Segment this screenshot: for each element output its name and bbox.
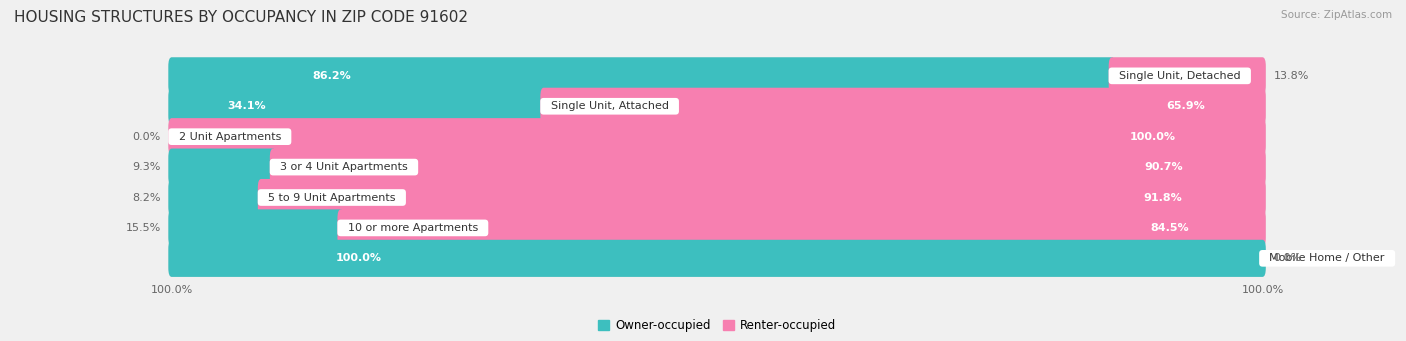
Text: HOUSING STRUCTURES BY OCCUPANCY IN ZIP CODE 91602: HOUSING STRUCTURES BY OCCUPANCY IN ZIP C… — [14, 10, 468, 25]
Text: Single Unit, Detached: Single Unit, Detached — [1112, 71, 1247, 81]
FancyBboxPatch shape — [169, 57, 1265, 94]
FancyBboxPatch shape — [337, 209, 1265, 247]
FancyBboxPatch shape — [169, 149, 277, 186]
FancyBboxPatch shape — [169, 118, 1265, 155]
FancyBboxPatch shape — [169, 118, 1265, 155]
FancyBboxPatch shape — [169, 179, 264, 216]
FancyBboxPatch shape — [540, 88, 1265, 125]
Text: 13.8%: 13.8% — [1274, 71, 1309, 81]
Text: 15.5%: 15.5% — [125, 223, 160, 233]
Text: 3 or 4 Unit Apartments: 3 or 4 Unit Apartments — [273, 162, 415, 172]
FancyBboxPatch shape — [169, 149, 1265, 186]
FancyBboxPatch shape — [169, 209, 344, 247]
FancyBboxPatch shape — [169, 57, 1115, 94]
Text: 86.2%: 86.2% — [312, 71, 352, 81]
FancyBboxPatch shape — [270, 149, 1265, 186]
Text: Single Unit, Attached: Single Unit, Attached — [544, 101, 676, 111]
Text: 84.5%: 84.5% — [1150, 223, 1188, 233]
FancyBboxPatch shape — [169, 88, 547, 125]
FancyBboxPatch shape — [169, 240, 1265, 277]
Text: 91.8%: 91.8% — [1143, 193, 1182, 203]
Legend: Owner-occupied, Renter-occupied: Owner-occupied, Renter-occupied — [593, 314, 841, 337]
Text: 0.0%: 0.0% — [132, 132, 160, 142]
Text: 5 to 9 Unit Apartments: 5 to 9 Unit Apartments — [262, 193, 402, 203]
Text: 2 Unit Apartments: 2 Unit Apartments — [172, 132, 288, 142]
FancyBboxPatch shape — [1109, 57, 1265, 94]
Text: 9.3%: 9.3% — [132, 162, 160, 172]
Text: 0.0%: 0.0% — [1274, 253, 1302, 263]
FancyBboxPatch shape — [169, 179, 1265, 216]
FancyBboxPatch shape — [169, 240, 1265, 277]
FancyBboxPatch shape — [169, 209, 1265, 247]
Text: 34.1%: 34.1% — [228, 101, 266, 111]
FancyBboxPatch shape — [169, 88, 1265, 125]
Text: 65.9%: 65.9% — [1166, 101, 1205, 111]
Text: Source: ZipAtlas.com: Source: ZipAtlas.com — [1281, 10, 1392, 20]
Text: 100.0%: 100.0% — [335, 253, 381, 263]
Text: 10 or more Apartments: 10 or more Apartments — [340, 223, 485, 233]
FancyBboxPatch shape — [257, 179, 1265, 216]
Text: 8.2%: 8.2% — [132, 193, 160, 203]
Text: 90.7%: 90.7% — [1144, 162, 1184, 172]
Text: 100.0%: 100.0% — [1129, 132, 1175, 142]
Text: Mobile Home / Other: Mobile Home / Other — [1263, 253, 1392, 263]
